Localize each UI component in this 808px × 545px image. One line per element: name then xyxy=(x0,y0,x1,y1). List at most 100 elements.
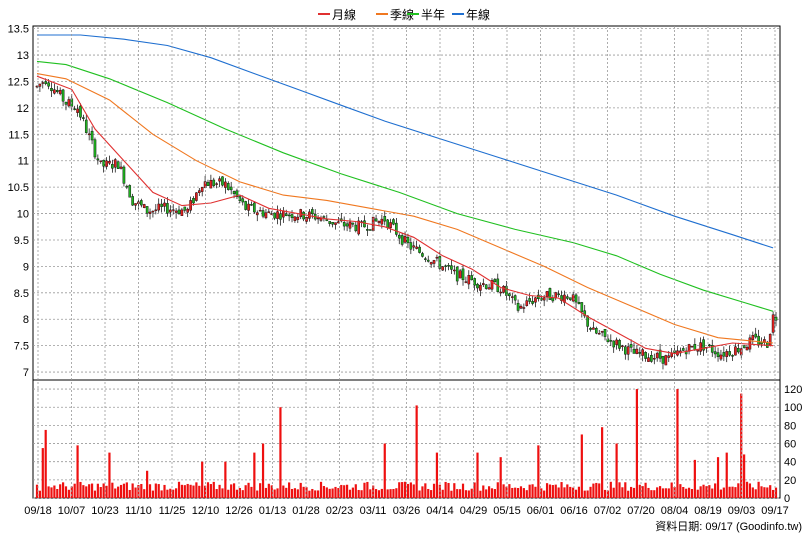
volume-bar xyxy=(470,488,473,498)
volume-bar xyxy=(264,487,268,498)
volume-bar xyxy=(496,482,499,498)
candle-body xyxy=(693,344,697,351)
volume-bar xyxy=(314,490,317,498)
volume-bar xyxy=(748,483,752,498)
candle-body xyxy=(325,219,329,221)
volume-bar xyxy=(543,490,546,498)
candle-body xyxy=(626,346,630,355)
volume-bar xyxy=(131,483,134,498)
candle-body xyxy=(50,88,53,92)
volume-tick-label: 0 xyxy=(784,493,790,505)
volume-bar xyxy=(267,483,270,498)
candle-body xyxy=(751,335,755,340)
volume-bar xyxy=(290,488,294,498)
candle-body xyxy=(548,288,552,300)
volume-bar xyxy=(386,489,389,498)
volume-bar xyxy=(485,489,488,498)
candle-body xyxy=(528,298,531,302)
volume-bar xyxy=(493,489,496,498)
volume-bar xyxy=(61,482,65,498)
volume-bar xyxy=(502,484,505,498)
volume-bar xyxy=(650,490,653,498)
candle-body xyxy=(250,204,253,206)
volume-bar xyxy=(743,454,746,498)
volume-bar xyxy=(377,490,381,498)
candle-body xyxy=(157,203,161,211)
volume-bars xyxy=(35,389,778,498)
volume-bar xyxy=(490,488,494,498)
volume-bar xyxy=(218,484,221,498)
candle-body xyxy=(583,310,587,317)
candle-body xyxy=(380,218,384,225)
candle-body xyxy=(244,201,247,210)
date-tick-label: 10/07 xyxy=(58,505,86,517)
volume-bar xyxy=(519,486,523,498)
price-tick-label: 9.5 xyxy=(14,235,29,247)
volume-bar xyxy=(461,483,465,498)
price-tick-label: 13 xyxy=(17,50,29,62)
candle-body xyxy=(499,291,502,294)
candles xyxy=(35,78,778,370)
candle-body xyxy=(200,187,204,192)
volume-bar xyxy=(154,483,157,498)
ma-yearly-line xyxy=(37,34,774,249)
volume-bar xyxy=(206,482,210,498)
volume-bar xyxy=(725,452,728,498)
candle-body xyxy=(455,266,459,282)
volume-bar xyxy=(432,483,436,498)
volume-tick-label: 40 xyxy=(784,457,796,469)
candle-body xyxy=(406,237,410,244)
candle-body xyxy=(745,346,749,351)
volume-bar xyxy=(293,488,297,498)
volume-bar xyxy=(79,481,82,498)
candle-body xyxy=(395,222,398,235)
volume-bar xyxy=(531,484,534,498)
volume-bar xyxy=(177,481,181,498)
volume-bar xyxy=(734,487,737,498)
candle-body xyxy=(476,283,479,289)
candle-body xyxy=(290,214,294,218)
candle-body xyxy=(664,355,668,366)
candle-body xyxy=(652,358,656,360)
volume-bar xyxy=(209,484,212,498)
volume-bar xyxy=(430,490,433,498)
volume-bar xyxy=(175,488,178,498)
volume-bar xyxy=(745,481,749,498)
candle-body xyxy=(624,346,627,355)
volume-bar xyxy=(722,487,725,498)
candle-body xyxy=(421,253,424,257)
volume-bar xyxy=(476,452,479,498)
volume-bar xyxy=(256,490,259,498)
candle-body xyxy=(606,338,610,343)
volume-bar xyxy=(537,445,540,498)
volume-bar xyxy=(215,489,218,498)
volume-bar xyxy=(198,485,201,498)
candle-body xyxy=(397,234,401,239)
candle-body xyxy=(215,183,218,185)
volume-bar xyxy=(76,445,79,498)
volume-bar xyxy=(334,486,337,498)
candle-body xyxy=(279,213,282,220)
candle-body xyxy=(368,229,372,231)
candle-body xyxy=(374,218,378,222)
candle-body xyxy=(441,266,445,271)
volume-bar xyxy=(99,487,102,498)
date-tick-label: 11/25 xyxy=(159,505,186,517)
data-source-footer: 資料日期: 09/17 (Goodinfo.tw) xyxy=(655,519,802,533)
candle-body xyxy=(296,216,300,220)
volume-bar xyxy=(70,486,73,498)
candle-body xyxy=(108,161,111,164)
candle-body xyxy=(134,203,137,206)
volume-bar xyxy=(740,393,743,498)
candle-body xyxy=(342,222,346,227)
volume-bar xyxy=(189,484,192,498)
candle-body xyxy=(82,117,85,119)
volume-bar xyxy=(345,484,349,498)
volume-bar xyxy=(760,486,763,498)
price-tick-label: 8.5 xyxy=(14,288,29,300)
volume-bar xyxy=(403,481,407,498)
volume-bar xyxy=(598,483,601,498)
volume-bar xyxy=(119,484,123,498)
candle-body xyxy=(661,355,665,364)
volume-bar xyxy=(319,481,323,498)
